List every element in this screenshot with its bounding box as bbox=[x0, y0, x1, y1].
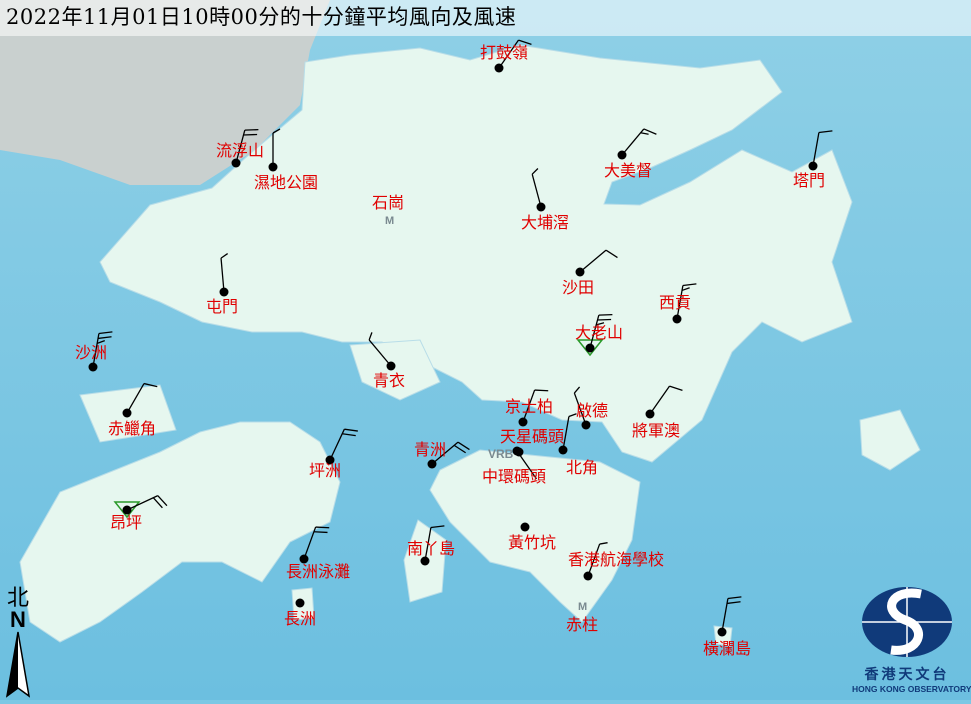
wind-barb-full bbox=[535, 390, 549, 391]
station-label: 昂坪 bbox=[110, 514, 142, 532]
station-dot[interactable] bbox=[515, 448, 524, 457]
station-dot[interactable] bbox=[559, 446, 568, 455]
station-dot[interactable] bbox=[123, 409, 132, 418]
logo-text-en: HONG KONG OBSERVATORY bbox=[852, 684, 962, 694]
wind-barb-full bbox=[314, 532, 328, 533]
station-label: 北角 bbox=[566, 459, 598, 477]
station-dot[interactable] bbox=[387, 362, 396, 371]
station-22 bbox=[521, 523, 530, 532]
label-shek-kong: 石崗 bbox=[372, 194, 404, 212]
station-dot[interactable] bbox=[673, 315, 682, 324]
hko-logo-icon bbox=[861, 586, 953, 658]
station-label: 香港航海學校 bbox=[568, 551, 664, 569]
station-dot[interactable] bbox=[809, 162, 818, 171]
station-dot[interactable] bbox=[519, 418, 528, 427]
station-dot[interactable] bbox=[618, 151, 627, 160]
marker-stanley-missing: M bbox=[578, 601, 587, 614]
station-dot[interactable] bbox=[718, 628, 727, 637]
station-label: 青洲 bbox=[414, 441, 446, 459]
station-label: 南丫島 bbox=[407, 540, 455, 558]
label-stanley: 赤柱 bbox=[566, 616, 598, 634]
station-label: 長洲 bbox=[284, 610, 316, 628]
station-label: 橫瀾島 bbox=[703, 640, 751, 658]
station-label: 大老山 bbox=[575, 324, 623, 342]
station-label: 大埔滘 bbox=[521, 214, 569, 232]
station-25 bbox=[296, 599, 305, 608]
station-label: 大美督 bbox=[604, 162, 652, 180]
station-label: 中環碼頭 bbox=[482, 468, 546, 486]
station-label: 黃竹坑 bbox=[508, 534, 556, 552]
station-dot[interactable] bbox=[495, 64, 504, 73]
map-title: 2022年11月01日10時00分的十分鐘平均風向及風速 bbox=[6, 4, 516, 30]
station-dot[interactable] bbox=[89, 363, 98, 372]
station-label: 將軍澳 bbox=[632, 422, 680, 440]
logo-text-cn: 香港天文台 bbox=[852, 664, 962, 684]
station-label: 沙洲 bbox=[75, 344, 107, 362]
station-17 bbox=[515, 448, 524, 457]
station-dot[interactable] bbox=[586, 344, 595, 353]
station-label: 坪洲 bbox=[309, 462, 341, 480]
station-label: 打鼓嶺 bbox=[480, 44, 528, 62]
wind-barb-full bbox=[316, 527, 330, 528]
station-label: 屯門 bbox=[206, 298, 238, 316]
station-label: 京士柏 bbox=[505, 398, 553, 416]
station-dot[interactable] bbox=[646, 410, 655, 419]
marker-shek-kong-missing: M bbox=[385, 215, 394, 228]
station-label: 濕地公園 bbox=[254, 174, 318, 192]
station-label: 塔門 bbox=[793, 172, 825, 190]
station-label: 西貢 bbox=[659, 294, 691, 312]
north-arrow: 北 N bbox=[2, 588, 34, 704]
station-label: 赤鱲角 bbox=[108, 420, 156, 438]
station-label: 沙田 bbox=[562, 279, 594, 297]
station-label: 青衣 bbox=[373, 372, 405, 390]
station-dot[interactable] bbox=[269, 163, 278, 172]
station-dot[interactable] bbox=[220, 288, 229, 297]
station-dot[interactable] bbox=[428, 460, 437, 469]
station-dot[interactable] bbox=[521, 523, 530, 532]
station-dot[interactable] bbox=[296, 599, 305, 608]
north-label-en: N bbox=[2, 610, 34, 630]
station-label: 天星碼頭 bbox=[500, 428, 564, 446]
station-dot[interactable] bbox=[584, 572, 593, 581]
north-arrow-icon bbox=[3, 630, 33, 700]
station-label: 啟德 bbox=[576, 402, 608, 420]
station-dot[interactable] bbox=[582, 421, 591, 430]
station-dot[interactable] bbox=[537, 203, 546, 212]
station-label: 流浮山 bbox=[216, 142, 264, 160]
hko-logo: 香港天文台 HONG KONG OBSERVATORY bbox=[852, 586, 962, 694]
station-dot[interactable] bbox=[576, 268, 585, 277]
marker-vrb: VRB bbox=[488, 448, 513, 461]
station-label: 長洲泳灘 bbox=[286, 563, 350, 581]
